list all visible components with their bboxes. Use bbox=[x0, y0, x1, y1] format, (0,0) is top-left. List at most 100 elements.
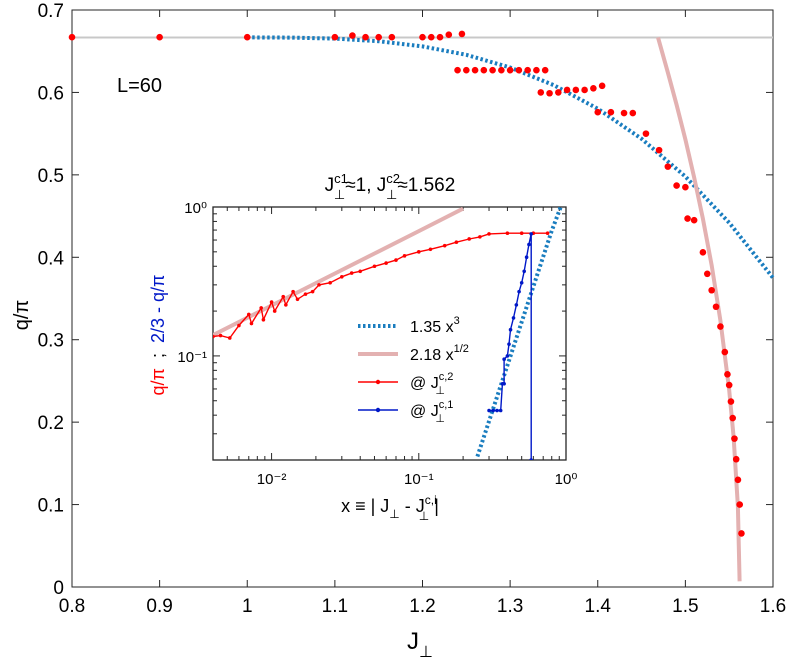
inset-ylabel-red: q/π bbox=[148, 368, 168, 395]
main-x-tick-label: 1.1 bbox=[322, 596, 348, 617]
inset-red-series-marker bbox=[237, 323, 241, 328]
inset-xlabel-pre: x ≡ | J bbox=[341, 496, 389, 516]
main-y-tick-label: 0.6 bbox=[38, 83, 64, 104]
inset-blue-series-marker bbox=[522, 269, 526, 274]
inset-frame bbox=[212, 206, 567, 461]
inset-red-series-marker bbox=[519, 231, 524, 235]
data-point bbox=[731, 435, 738, 442]
main-x-tick-label: 1.3 bbox=[497, 596, 523, 617]
inset-xlabel-post: | bbox=[429, 496, 439, 516]
legend-label-main: @ J bbox=[410, 375, 439, 392]
data-point bbox=[555, 89, 562, 96]
inset-red-series-marker bbox=[249, 321, 254, 326]
legend-label-sup: 3 bbox=[454, 315, 460, 327]
inset-blue-series-marker bbox=[529, 232, 533, 236]
inset-red-series-marker bbox=[505, 231, 510, 235]
inset-title-mid: ≈1, J bbox=[345, 175, 386, 196]
inset-red-series-marker bbox=[269, 300, 274, 304]
main-x-tick-label: 0.9 bbox=[146, 596, 172, 617]
data-point bbox=[471, 66, 479, 74]
inset-red-series-marker bbox=[227, 336, 232, 340]
data-point bbox=[598, 82, 606, 90]
inset-y-axis-label: q/π; 2/3 - q/π bbox=[148, 275, 168, 396]
main-x-axis-label-main: J bbox=[407, 628, 419, 655]
inset-blue-series-marker bbox=[487, 408, 491, 413]
legend-label-main: @ J bbox=[410, 403, 439, 420]
data-point bbox=[349, 32, 356, 39]
inset-title-sup1: c1 bbox=[334, 171, 348, 186]
data-point bbox=[738, 530, 745, 537]
inset-ylabel-sep: ; bbox=[148, 353, 168, 358]
inset-red-series-marker bbox=[317, 283, 321, 287]
inset-xlabel-mid: - J bbox=[400, 496, 425, 516]
data-point bbox=[620, 109, 628, 117]
inset-red-series-marker bbox=[303, 292, 308, 296]
legend-label: 2.18 x1/2 bbox=[410, 343, 469, 364]
data-point bbox=[708, 286, 715, 294]
main-y-tick-label: 0.3 bbox=[38, 331, 64, 352]
data-point bbox=[458, 30, 466, 38]
inset-legend: 1.35 x32.18 x1/2@ Jc,2 ⊥@ Jc,1 ⊥ bbox=[358, 315, 469, 425]
inset-red-series-marker bbox=[487, 232, 491, 236]
inset-sqrt-fit-line bbox=[213, 207, 465, 337]
data-point bbox=[703, 270, 711, 278]
main-y-axis-label: q/π bbox=[11, 300, 33, 330]
inset-red-series-marker bbox=[246, 312, 251, 317]
data-point bbox=[533, 66, 540, 74]
main-y-tick-label: 0.4 bbox=[38, 248, 65, 269]
inset-title-sub2: ⊥ bbox=[386, 187, 397, 202]
inset-title: Jc1 ⊥≈1, Jc2 ⊥≈1.562 bbox=[325, 171, 456, 202]
data-point bbox=[594, 108, 602, 116]
main-annotation: L=60 bbox=[117, 75, 162, 97]
data-point bbox=[724, 371, 731, 378]
inset-blue-series-marker bbox=[524, 255, 529, 260]
legend-label-sub: ⊥ bbox=[435, 385, 445, 397]
data-point bbox=[489, 66, 496, 74]
data-point bbox=[607, 108, 615, 116]
data-point bbox=[721, 348, 729, 356]
data-point bbox=[331, 33, 339, 41]
inset-title-j1: J bbox=[325, 175, 335, 196]
inset-title-sub1: ⊥ bbox=[334, 187, 345, 202]
inset-red-series-marker bbox=[310, 289, 315, 294]
inset-blue-series-marker bbox=[527, 242, 531, 247]
data-point bbox=[682, 183, 689, 191]
inset-red-series-marker bbox=[478, 235, 482, 239]
main-x-axis-label: J⊥ bbox=[407, 628, 433, 661]
inset-red-series-marker bbox=[291, 289, 295, 294]
inset-title-sup2: c2 bbox=[386, 171, 400, 186]
data-point bbox=[419, 33, 426, 41]
inset-cubic-fit-line bbox=[475, 207, 563, 458]
main-x-tick-label: 1 bbox=[242, 596, 253, 617]
inset-y-tick-label: 10⁰ bbox=[184, 200, 207, 217]
main-plot-area bbox=[68, 30, 775, 582]
data-point bbox=[727, 398, 735, 405]
data-point bbox=[388, 33, 396, 41]
legend-label: @ Jc,1 ⊥ bbox=[410, 399, 453, 425]
data-point bbox=[427, 33, 435, 41]
inset-blue-series-marker bbox=[491, 408, 495, 413]
data-point bbox=[590, 85, 597, 92]
data-point bbox=[684, 215, 691, 222]
inset-blue-series-marker bbox=[511, 316, 516, 320]
data-point bbox=[725, 381, 733, 389]
inset-title-post: ≈1.562 bbox=[397, 175, 455, 196]
inset-red-series-marker bbox=[454, 240, 459, 245]
data-point bbox=[642, 130, 650, 137]
inset-blue-series-marker bbox=[502, 381, 506, 386]
inset-blue-series-marker bbox=[517, 289, 521, 294]
data-point bbox=[732, 455, 740, 463]
data-point bbox=[581, 86, 588, 94]
data-point bbox=[445, 31, 453, 39]
main-x-tick-label: 1.2 bbox=[409, 596, 435, 617]
inset-red-series-marker bbox=[402, 254, 407, 258]
legend-label-sup: 1/2 bbox=[454, 343, 469, 355]
data-point bbox=[541, 66, 549, 74]
inset-red-series-marker bbox=[259, 306, 263, 310]
inset-blue-series-marker bbox=[519, 280, 524, 285]
inset-red-series-marker bbox=[213, 334, 215, 339]
inset-red-series-marker bbox=[467, 237, 471, 241]
main-x-axis-label-sub: ⊥ bbox=[419, 644, 433, 661]
inset-blue-series-marker bbox=[495, 408, 499, 413]
data-point bbox=[156, 33, 163, 41]
